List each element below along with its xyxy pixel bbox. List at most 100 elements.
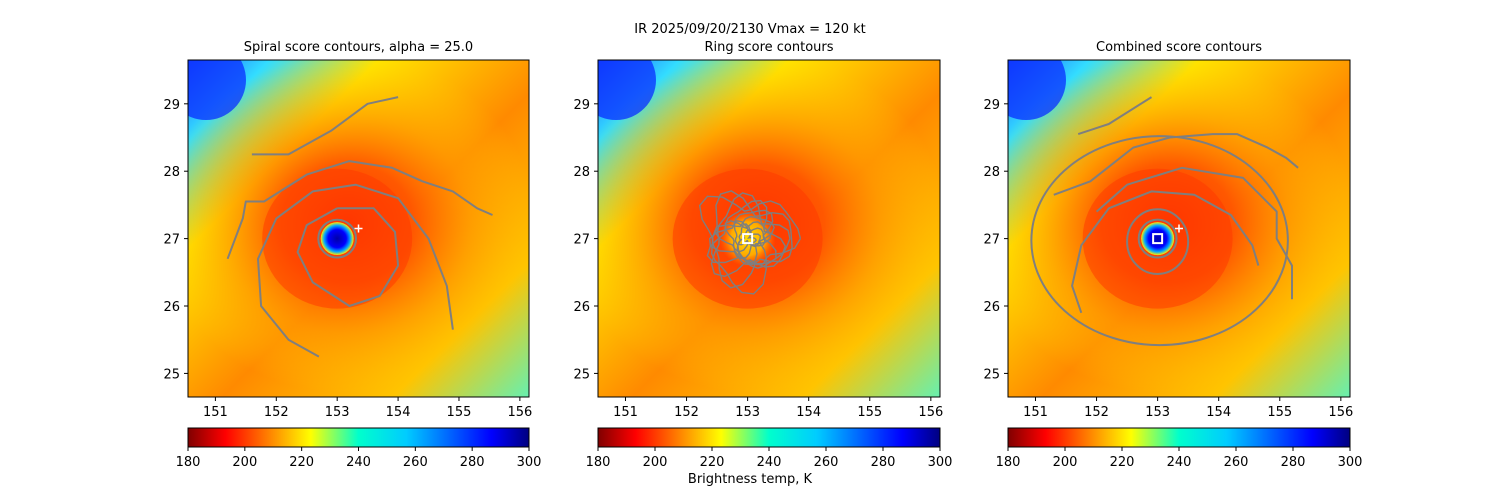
y-tick-label: 29 (573, 98, 590, 113)
x-tick-label: 151 (1023, 405, 1048, 420)
contour-line-1 (1077, 96, 1153, 136)
y-tick-label: 25 (573, 367, 590, 382)
cold-corner (1008, 60, 1066, 120)
colorbar-tick-label: 180 (176, 455, 201, 470)
panel-1: Spiral score contours, alpha = 25.0 151 15… (163, 40, 542, 470)
x-tick-label: 152 (674, 405, 699, 420)
colorbar-tick-label: 220 (1110, 455, 1135, 470)
center-square-marker (1152, 233, 1164, 245)
colorbar-tick-label: 260 (814, 455, 839, 470)
colorbar-tick-label: 300 (1338, 455, 1363, 470)
colorbar-gradient (187, 427, 530, 448)
colorbar-tick-label: 200 (1053, 455, 1078, 470)
axes-frame (1007, 59, 1351, 398)
figure-suptitle: IR 2025/09/20/2130 Vmax = 120 kt (634, 22, 866, 37)
colorbar-tick-label: 260 (403, 455, 428, 470)
colorbar-gradient (1007, 427, 1351, 448)
colorbar-tick-label: 200 (643, 455, 668, 470)
y-tick-label: 27 (163, 233, 180, 248)
x-tick-label: 151 (203, 405, 228, 420)
x-tick-label: 154 (1206, 405, 1231, 420)
colorbar-gradient (597, 427, 941, 448)
y-tick-label: 28 (573, 165, 590, 180)
axes-frame (597, 59, 941, 398)
contour-line-5 (1030, 135, 1289, 347)
panel-2: Ring score contours 151 152 153 154 155 156 25 2… (573, 40, 953, 470)
y-tick-label: 28 (163, 165, 180, 180)
contour-line-4 (1095, 166, 1293, 300)
y-tick-label: 25 (983, 367, 1000, 382)
contour-line-4 (296, 207, 400, 307)
colorbar-tick-label: 280 (460, 455, 485, 470)
y-tick-label: 27 (983, 233, 1000, 248)
ring-contour-10 (698, 195, 802, 295)
axes-frame (187, 59, 530, 398)
contour-line-2 (226, 160, 493, 260)
colorbar: 180 200 220 240 260 280 300 (586, 427, 953, 470)
panel-title: Combined score contours (1096, 40, 1262, 55)
colorbar-tick-label: 280 (1281, 455, 1306, 470)
ir-image (188, 60, 529, 397)
contour-line-1 (251, 96, 399, 156)
colorbar-tick-label: 240 (1167, 455, 1192, 470)
x-tick-label: 153 (1145, 405, 1170, 420)
contour-line-eye (317, 218, 358, 259)
y-tick-label: 29 (983, 98, 1000, 113)
y-tick-label: 27 (573, 233, 590, 248)
x-tick-label: 156 (1328, 405, 1353, 420)
ring-contour-6 (708, 209, 777, 266)
score-contours (1030, 96, 1299, 347)
colorbar-tick-label: 300 (928, 455, 953, 470)
score-contours (226, 96, 493, 358)
storm-eye (320, 222, 354, 256)
center-square-marker (742, 233, 754, 245)
colorbar-tick-label: 200 (232, 455, 257, 470)
x-tick-label: 152 (1084, 405, 1109, 420)
center-plus-marker (354, 224, 363, 233)
panel-title: Spiral score contours, alpha = 25.0 (244, 40, 473, 55)
y-tick-label: 29 (163, 98, 180, 113)
y-tick-label: 28 (983, 165, 1000, 180)
cold-corner (598, 60, 656, 120)
x-tick-label: 155 (447, 405, 472, 420)
contour-line-6 (1126, 208, 1190, 275)
ring-contour-8 (710, 192, 791, 278)
x-tick-label: 152 (264, 405, 289, 420)
contour-line-eye (1137, 218, 1178, 259)
colorbar: 180 200 220 240 260 280 300 (996, 427, 1363, 470)
x-tick-label: 156 (918, 405, 943, 420)
x-tick-label: 155 (1267, 405, 1292, 420)
y-tick-label: 26 (983, 300, 1000, 315)
x-tick-label: 155 (857, 405, 882, 420)
x-tick-label: 153 (325, 405, 350, 420)
colorbar-tick-label: 180 (996, 455, 1021, 470)
contour-line-3 (257, 183, 454, 358)
contour-line-3 (1071, 190, 1260, 314)
colorbar-label: Brightness temp, K (687, 472, 813, 487)
colorbar-tick-label: 220 (700, 455, 725, 470)
colorbar-tick-label: 280 (871, 455, 896, 470)
panel-3: Combined score contours 151 152 153 154 155 15… (983, 40, 1363, 470)
colorbar-tick-label: 240 (757, 455, 782, 470)
x-tick-label: 153 (735, 405, 760, 420)
colorbar-tick-label: 300 (517, 455, 542, 470)
storm-eye (1141, 222, 1175, 256)
y-tick-label: 26 (163, 300, 180, 315)
ring-contour-4 (724, 220, 772, 265)
center-plus-marker (1175, 224, 1183, 233)
score-contours (698, 190, 802, 295)
colorbar-tick-label: 180 (586, 455, 611, 470)
colorbar-tick-label: 260 (1224, 455, 1249, 470)
x-tick-label: 154 (796, 405, 821, 420)
colorbar-tick-label: 240 (346, 455, 371, 470)
panel-title: Ring score contours (704, 40, 833, 55)
y-tick-label: 25 (163, 367, 180, 382)
cold-corner (188, 60, 246, 120)
ring-contour-3 (733, 220, 766, 259)
contour-line-2 (1053, 133, 1299, 196)
colorbar: 180 200 220 240 260 280 300 (176, 427, 542, 470)
y-tick-label: 26 (573, 300, 590, 315)
x-tick-label: 154 (386, 405, 411, 420)
x-tick-label: 151 (613, 405, 638, 420)
